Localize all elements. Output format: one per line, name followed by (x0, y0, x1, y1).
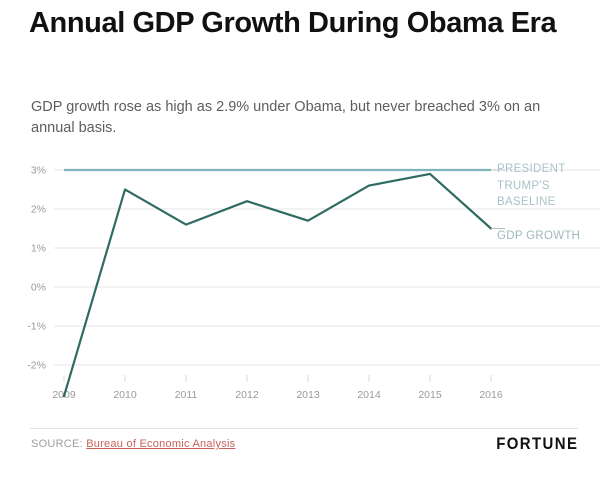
series-line-gdp-growth (62, 172, 493, 398)
y-tick-label: -1% (27, 321, 46, 333)
x-tick-label: 2011 (175, 389, 198, 401)
y-tick-label: 0% (31, 282, 46, 294)
chart-area: 3% 2% 1% 0% -1% -2% 2009 2010 2011 2012 2013 2014 2… (0, 152, 608, 427)
page-title: Annual GDP Growth During Obama Era (29, 7, 557, 39)
annotation-gdp-growth: GDP GROWTH (497, 230, 581, 242)
x-tick-label: 2010 (113, 389, 137, 401)
chart-gridlines (54, 169, 600, 366)
y-tick-label: 1% (31, 243, 46, 255)
y-tick-label: -2% (27, 360, 46, 372)
source-link[interactable]: Bureau of Economic Analysis (86, 438, 236, 450)
x-tick-label: 2013 (296, 389, 320, 401)
source-prefix-label: SOURCE: (31, 438, 83, 450)
x-tick-label: 2012 (235, 389, 259, 401)
x-tick-label: 2016 (479, 389, 503, 401)
x-tick-label: 2014 (357, 389, 381, 401)
source-note: SOURCE: Bureau of Economic Analysis (31, 438, 235, 450)
chart-subtitle: GDP growth rose as high as 2.9% under Ob… (31, 99, 541, 137)
x-tick-label: 2015 (418, 389, 442, 401)
annotation-president-trumps-baseline: PRESIDENT TRUMP'S BASELINE (497, 163, 566, 209)
y-tick-label: 2% (31, 204, 46, 216)
y-axis-tick-labels: 3% 2% 1% 0% -1% -2% (27, 165, 46, 372)
line-chart-svg: 3%2%1%0%-1%-2% 2009 2010 2011 2012 2013 2014 2… (27, 165, 600, 401)
x-axis-tick-marks (63, 375, 492, 382)
fortune-logo: FORTUNE (495, 434, 578, 453)
y-tick-label: 3% (31, 165, 46, 177)
footer-divider (30, 428, 578, 429)
x-axis-tick-labels: 2009 2010 2011 2012 2013 2014 2015 2016 (52, 389, 503, 401)
